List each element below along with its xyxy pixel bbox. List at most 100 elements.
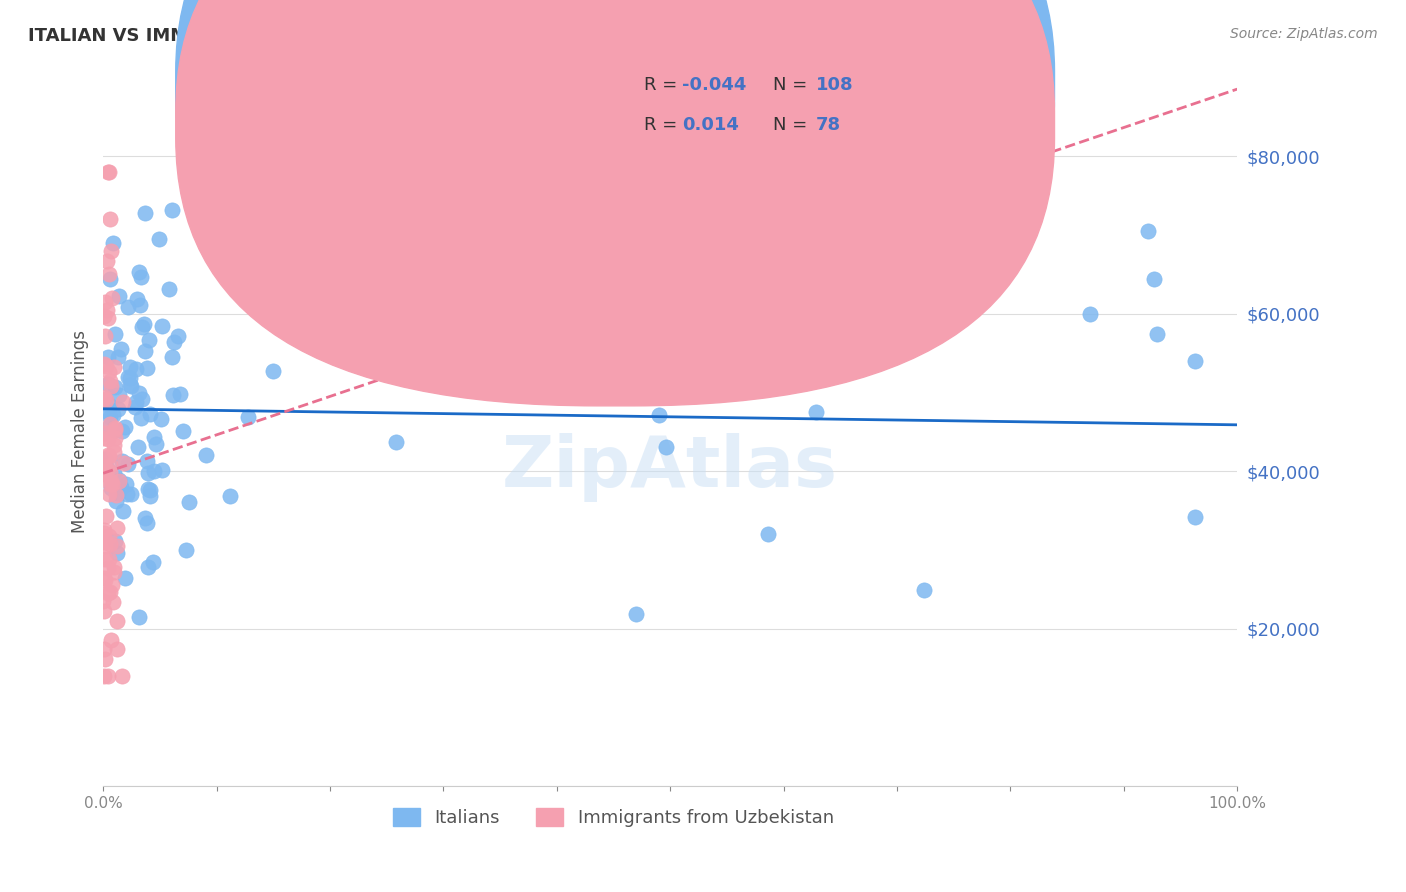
Point <box>104 432 127 446</box>
Point <box>128 610 150 624</box>
Point <box>131 392 153 407</box>
Text: ZipAtlas: ZipAtlas <box>502 433 838 502</box>
Point <box>98 476 121 491</box>
Point <box>756 527 779 541</box>
Point <box>655 440 678 454</box>
Point <box>128 386 150 401</box>
Point <box>110 454 132 468</box>
Point <box>136 516 159 530</box>
Point <box>98 410 121 425</box>
Point <box>101 236 124 251</box>
Point <box>105 521 128 535</box>
Point <box>97 419 120 434</box>
Point <box>103 408 125 422</box>
Point <box>157 282 180 296</box>
Point <box>145 437 167 451</box>
Point <box>105 546 128 560</box>
Point <box>114 420 136 434</box>
Point <box>648 408 671 422</box>
Text: N =: N = <box>773 116 813 134</box>
Point <box>97 561 120 575</box>
Point <box>93 392 115 406</box>
Point <box>93 467 115 481</box>
Point <box>100 244 122 258</box>
Point <box>104 423 127 437</box>
Point <box>120 371 142 385</box>
Point <box>97 365 120 379</box>
Text: -0.044: -0.044 <box>682 76 747 94</box>
Point <box>117 300 139 314</box>
Point <box>105 614 128 628</box>
Point <box>218 489 240 503</box>
Point <box>139 483 162 497</box>
Point <box>94 652 117 666</box>
Point <box>125 293 148 307</box>
Point <box>110 342 132 356</box>
Point <box>1078 307 1101 321</box>
Point <box>101 595 124 609</box>
Point <box>139 489 162 503</box>
Point <box>97 450 120 464</box>
Point <box>111 425 134 439</box>
Point <box>863 316 886 330</box>
Point <box>103 359 125 374</box>
Point <box>139 407 162 421</box>
Point <box>136 482 159 496</box>
Point <box>1146 326 1168 341</box>
Text: R =: R = <box>644 116 683 134</box>
Point <box>98 529 121 543</box>
Text: N =: N = <box>773 76 813 94</box>
Point <box>103 437 125 451</box>
Point <box>136 467 159 481</box>
Point <box>120 378 142 392</box>
Point <box>97 449 120 463</box>
Point <box>104 488 127 502</box>
Text: 0.014: 0.014 <box>682 116 738 134</box>
Point <box>105 641 128 656</box>
Point <box>93 357 115 371</box>
Point <box>103 466 125 480</box>
Point <box>93 669 115 683</box>
Text: ITALIAN VS IMMIGRANTS FROM UZBEKISTAN MEDIAN FEMALE EARNINGS CORRELATION CHART: ITALIAN VS IMMIGRANTS FROM UZBEKISTAN ME… <box>28 27 981 45</box>
Text: R =: R = <box>644 76 683 94</box>
Point <box>111 504 134 518</box>
Point <box>169 386 191 401</box>
Point <box>98 212 121 227</box>
Point <box>94 508 117 523</box>
Point <box>108 474 131 488</box>
Point <box>150 411 173 425</box>
Point <box>647 285 669 299</box>
Point <box>135 361 157 376</box>
Point <box>107 474 129 488</box>
Point <box>142 555 165 569</box>
Point <box>93 526 115 541</box>
Point <box>94 465 117 479</box>
Point <box>125 395 148 409</box>
Point <box>706 249 728 263</box>
Point <box>93 390 115 404</box>
Point <box>107 288 129 302</box>
Point <box>98 537 121 551</box>
Point <box>117 458 139 472</box>
Point <box>120 487 142 501</box>
Point <box>94 461 117 475</box>
Point <box>94 533 117 548</box>
Point <box>143 430 166 444</box>
Point <box>104 534 127 549</box>
Point <box>129 270 152 285</box>
Point <box>101 477 124 491</box>
Point <box>108 388 131 402</box>
Point <box>131 319 153 334</box>
Point <box>176 543 198 558</box>
Point <box>134 344 156 359</box>
Point <box>97 351 120 365</box>
Point <box>93 309 115 323</box>
Text: Source: ZipAtlas.com: Source: ZipAtlas.com <box>1230 27 1378 41</box>
Point <box>118 360 141 375</box>
Point <box>107 402 129 417</box>
Legend: Italians, Immigrants from Uzbekistan: Italians, Immigrants from Uzbekistan <box>385 800 841 834</box>
Point <box>104 420 127 434</box>
Point <box>127 440 149 454</box>
Point <box>104 380 127 394</box>
Point <box>150 319 173 334</box>
